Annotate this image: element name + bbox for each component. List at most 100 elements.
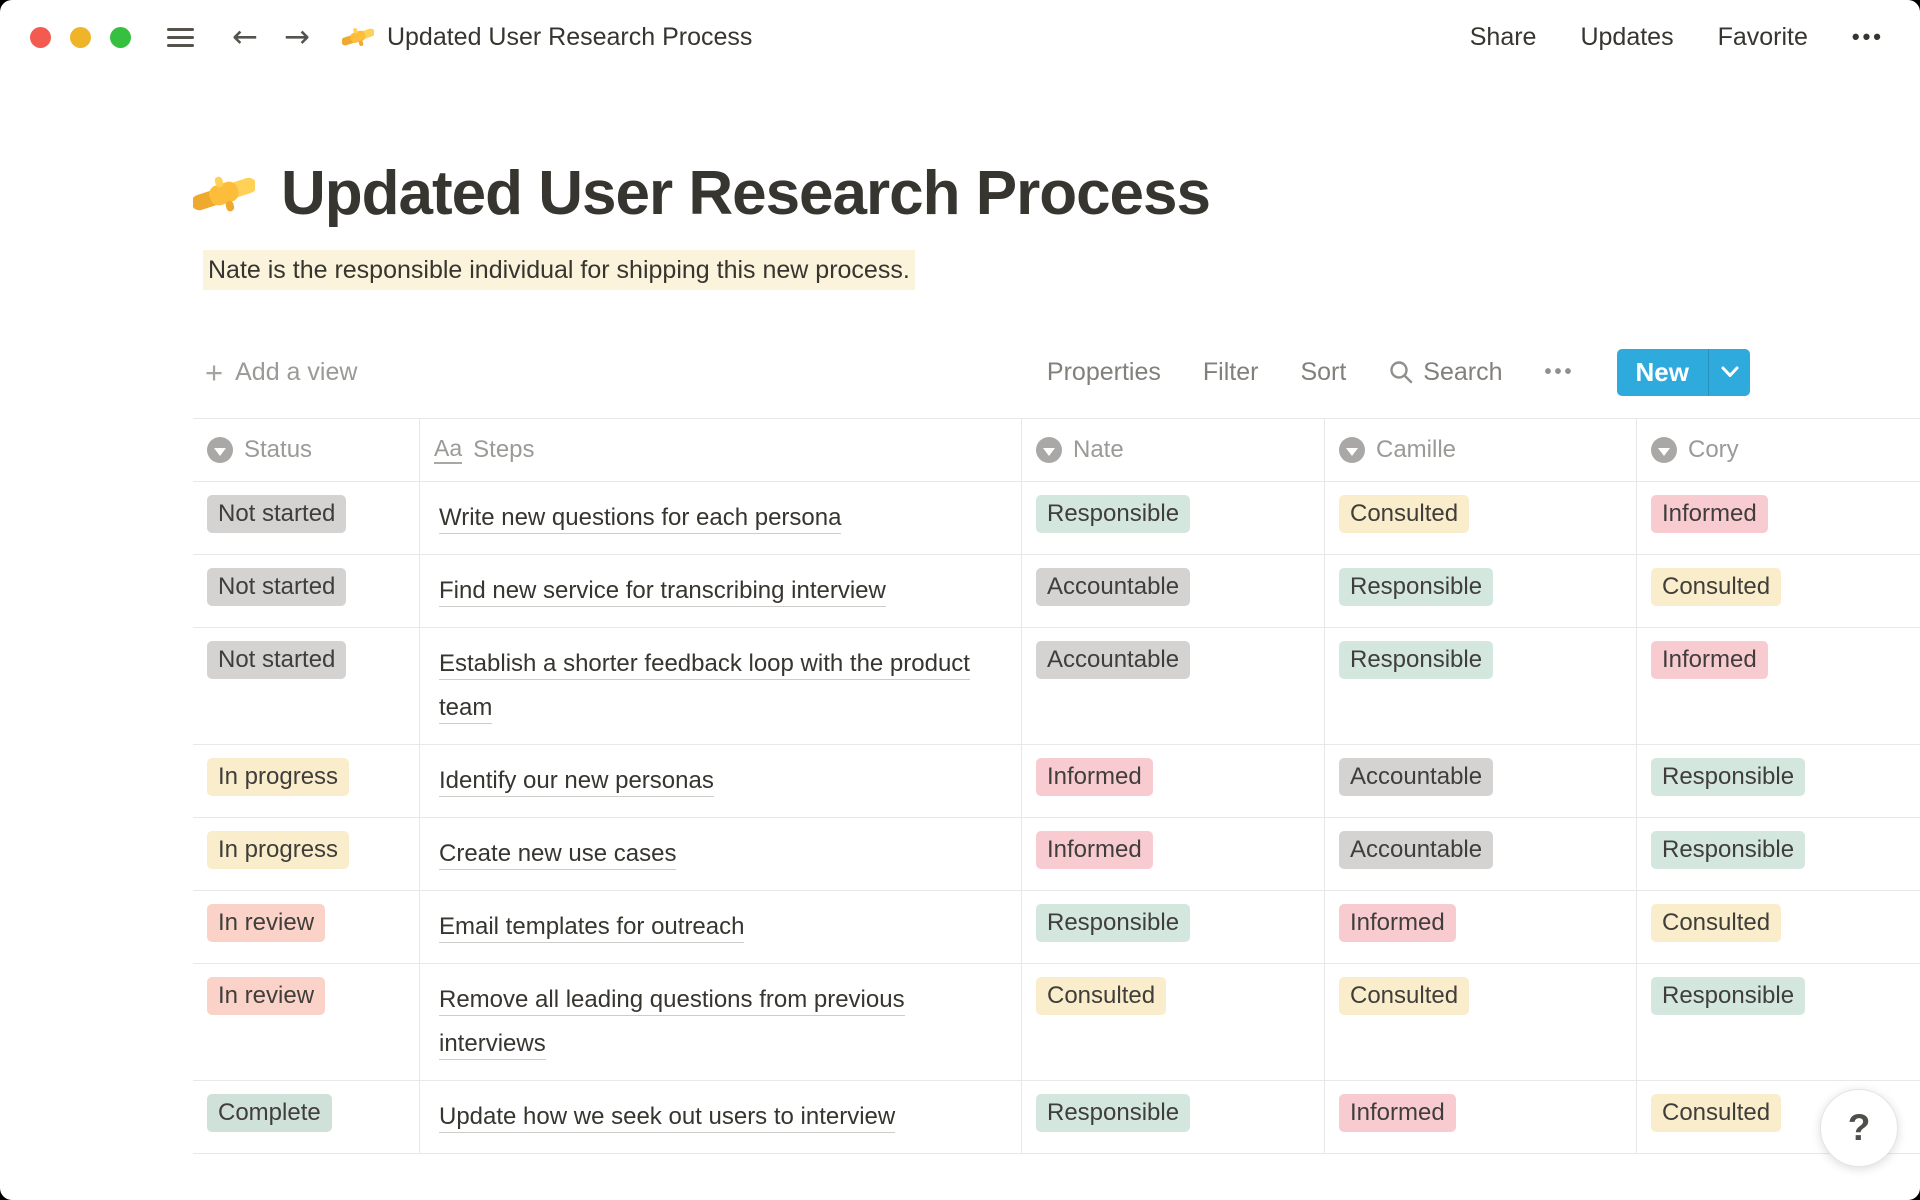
camille-cell[interactable]: Informed [1325,1081,1637,1154]
page-title[interactable]: Updated User Research Process [281,159,1211,228]
raci-tag[interactable]: Informed [1339,1094,1456,1132]
nate-cell[interactable]: Accountable [1022,555,1325,628]
camille-cell[interactable]: Responsible [1325,628,1637,745]
raci-tag[interactable]: Consulted [1339,977,1470,1015]
cory-cell[interactable]: Informed [1637,482,1920,555]
step-cell[interactable]: Identify our new personas [420,745,1022,818]
status-tag[interactable]: Complete [207,1094,332,1132]
share-button[interactable]: Share [1469,22,1537,51]
nate-cell[interactable]: Consulted [1022,964,1325,1081]
nate-cell[interactable]: Responsible [1022,1081,1325,1154]
close-window-button[interactable] [30,26,51,48]
cory-cell[interactable]: Consulted [1637,1081,1920,1154]
raci-tag[interactable]: Informed [1651,495,1768,533]
step-page-link[interactable]: Update how we seek out users to intervie… [439,1103,896,1133]
page-emoji-handshake-icon[interactable] [193,163,255,225]
step-page-link[interactable]: Remove all leading questions from previo… [439,986,905,1060]
cory-cell[interactable]: Responsible [1637,818,1920,891]
status-tag[interactable]: In review [207,977,326,1015]
status-cell[interactable]: In progress [193,745,420,818]
new-record-button[interactable]: New [1635,356,1689,387]
raci-tag[interactable]: Informed [1651,641,1768,679]
forward-arrow-icon[interactable]: → [283,18,310,55]
column-header-camille[interactable]: Camille [1325,418,1637,482]
minimize-window-button[interactable] [70,26,91,48]
favorite-button[interactable]: Favorite [1717,22,1808,51]
nate-cell[interactable]: Responsible [1022,891,1325,964]
step-page-link[interactable]: Find new service for transcribing interv… [439,577,886,607]
nate-cell[interactable]: Accountable [1022,628,1325,745]
raci-tag[interactable]: Consulted [1651,568,1782,606]
view-options-icon[interactable]: ••• [1544,360,1575,383]
status-cell[interactable]: Not started [193,555,420,628]
status-cell[interactable]: Complete [193,1081,420,1154]
status-cell[interactable]: Not started [193,628,420,745]
raci-tag[interactable]: Informed [1339,904,1456,942]
status-tag[interactable]: Not started [207,495,347,533]
nate-cell[interactable]: Informed [1022,745,1325,818]
step-page-link[interactable]: Create new use cases [439,840,677,870]
raci-tag[interactable]: Responsible [1651,831,1806,869]
cory-cell[interactable]: Informed [1637,628,1920,745]
more-options-icon[interactable]: ••• [1851,24,1884,49]
raci-tag[interactable]: Consulted [1651,1094,1782,1132]
raci-tag[interactable]: Responsible [1651,977,1806,1015]
status-cell[interactable]: Not started [193,482,420,555]
sort-button[interactable]: Sort [1300,357,1347,386]
raci-tag[interactable]: Responsible [1339,568,1494,606]
camille-cell[interactable]: Consulted [1325,482,1637,555]
status-tag[interactable]: In progress [207,831,350,869]
status-cell[interactable]: In review [193,964,420,1081]
search-button[interactable]: Search [1388,358,1503,387]
step-cell[interactable]: Find new service for transcribing interv… [420,555,1022,628]
raci-tag[interactable]: Consulted [1339,495,1470,533]
raci-tag[interactable]: Responsible [1651,758,1806,796]
raci-tag[interactable]: Responsible [1036,904,1191,942]
status-cell[interactable]: In progress [193,818,420,891]
step-cell[interactable]: Email templates for outreach [420,891,1022,964]
raci-tag[interactable]: Responsible [1036,1094,1191,1132]
properties-button[interactable]: Properties [1046,357,1161,386]
step-cell[interactable]: Write new questions for each persona [420,482,1022,555]
raci-tag[interactable]: Informed [1036,831,1153,869]
raci-tag[interactable]: Accountable [1036,568,1191,606]
cory-cell[interactable]: Consulted [1637,555,1920,628]
help-button[interactable]: ? [1820,1089,1898,1167]
nate-cell[interactable]: Responsible [1022,482,1325,555]
sidebar-menu-icon[interactable] [167,27,194,47]
zoom-window-button[interactable] [110,26,131,48]
raci-tag[interactable]: Responsible [1339,641,1494,679]
raci-tag[interactable]: Informed [1036,758,1153,796]
raci-tag[interactable]: Consulted [1036,977,1167,1015]
step-page-link[interactable]: Write new questions for each persona [439,504,842,534]
step-cell[interactable]: Establish a shorter feedback loop with t… [420,628,1022,745]
step-cell[interactable]: Update how we seek out users to intervie… [420,1081,1022,1154]
step-page-link[interactable]: Identify our new personas [439,767,714,797]
step-cell[interactable]: Create new use cases [420,818,1022,891]
status-tag[interactable]: In review [207,904,326,942]
camille-cell[interactable]: Consulted [1325,964,1637,1081]
raci-tag[interactable]: Consulted [1651,904,1782,942]
column-header-steps[interactable]: Aa Steps [420,418,1022,482]
step-page-link[interactable]: Email templates for outreach [439,913,745,943]
updates-button[interactable]: Updates [1580,22,1674,51]
raci-tag[interactable]: Accountable [1036,641,1191,679]
breadcrumb-page-title[interactable]: Updated User Research Process [386,22,753,51]
raci-tag[interactable]: Accountable [1339,831,1494,869]
column-header-status[interactable]: Status [193,418,420,482]
cory-cell[interactable]: Responsible [1637,745,1920,818]
back-arrow-icon[interactable]: ← [232,18,258,55]
camille-cell[interactable]: Informed [1325,891,1637,964]
nate-cell[interactable]: Informed [1022,818,1325,891]
camille-cell[interactable]: Responsible [1325,555,1637,628]
filter-button[interactable]: Filter [1202,357,1259,386]
status-tag[interactable]: Not started [207,568,347,606]
camille-cell[interactable]: Accountable [1325,818,1637,891]
cory-cell[interactable]: Responsible [1637,964,1920,1081]
step-page-link[interactable]: Establish a shorter feedback loop with t… [439,650,970,724]
status-tag[interactable]: Not started [207,641,347,679]
camille-cell[interactable]: Accountable [1325,745,1637,818]
raci-tag[interactable]: Responsible [1036,495,1191,533]
add-view-button[interactable]: + Add a view [205,357,357,388]
step-cell[interactable]: Remove all leading questions from previo… [420,964,1022,1081]
